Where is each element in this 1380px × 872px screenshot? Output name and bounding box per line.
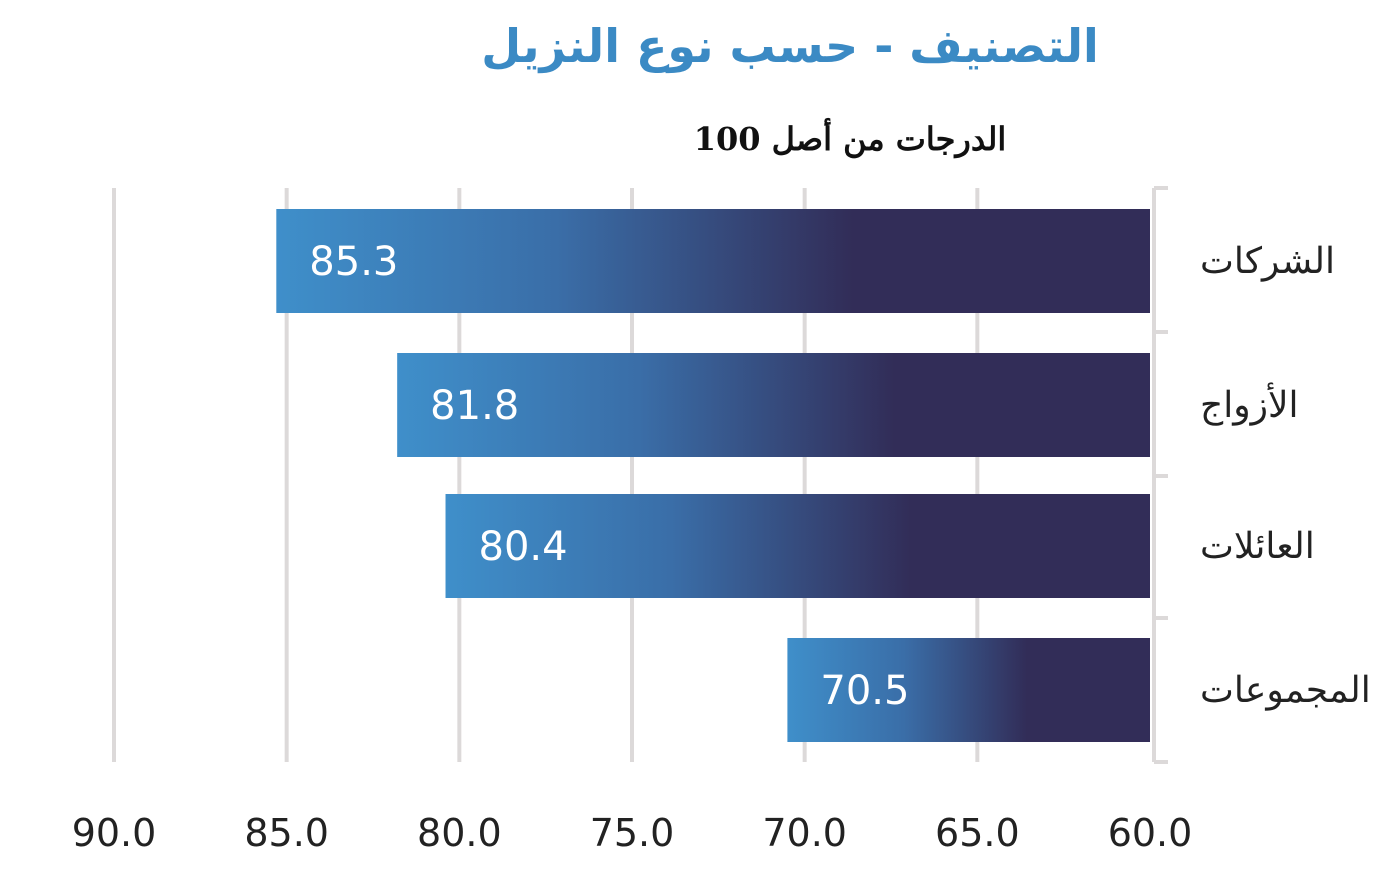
bar bbox=[787, 638, 1150, 742]
x-axis-ticks: 90.0 85.0 80.0 75.0 70.0 65.0 60.0 bbox=[72, 811, 1193, 855]
x-tick-label: 75.0 bbox=[590, 811, 675, 855]
chart-subtitle: الدرجات من أصل 100 bbox=[694, 117, 1007, 159]
x-tick-label: 65.0 bbox=[935, 811, 1020, 855]
bar bbox=[276, 209, 1151, 313]
category-labels: الشركات الأزواج العائلات المجموعات bbox=[1200, 241, 1371, 711]
bars: 85.3 81.8 80.4 70.5 bbox=[276, 209, 1151, 742]
x-tick-label: 70.0 bbox=[762, 811, 847, 855]
category-label: العائلات bbox=[1200, 526, 1315, 567]
bar-value-label: 80.4 bbox=[479, 524, 568, 570]
bar-value-label: 70.5 bbox=[820, 668, 909, 714]
x-tick-label: 85.0 bbox=[244, 811, 329, 855]
bar bbox=[445, 494, 1150, 598]
x-tick-label: 90.0 bbox=[72, 811, 157, 855]
bar-value-label: 81.8 bbox=[430, 383, 519, 429]
x-tick-label: 60.0 bbox=[1108, 811, 1193, 855]
category-label: المجموعات bbox=[1200, 670, 1371, 711]
x-tick-label: 80.0 bbox=[417, 811, 502, 855]
bar bbox=[397, 353, 1150, 457]
category-axis bbox=[1152, 186, 1168, 764]
chart-title: التصنيف - حسب نوع النزيل bbox=[481, 19, 1099, 73]
bar-value-label: 85.3 bbox=[309, 239, 398, 285]
category-label: الأزواج bbox=[1200, 382, 1299, 426]
category-label: الشركات bbox=[1200, 241, 1335, 282]
